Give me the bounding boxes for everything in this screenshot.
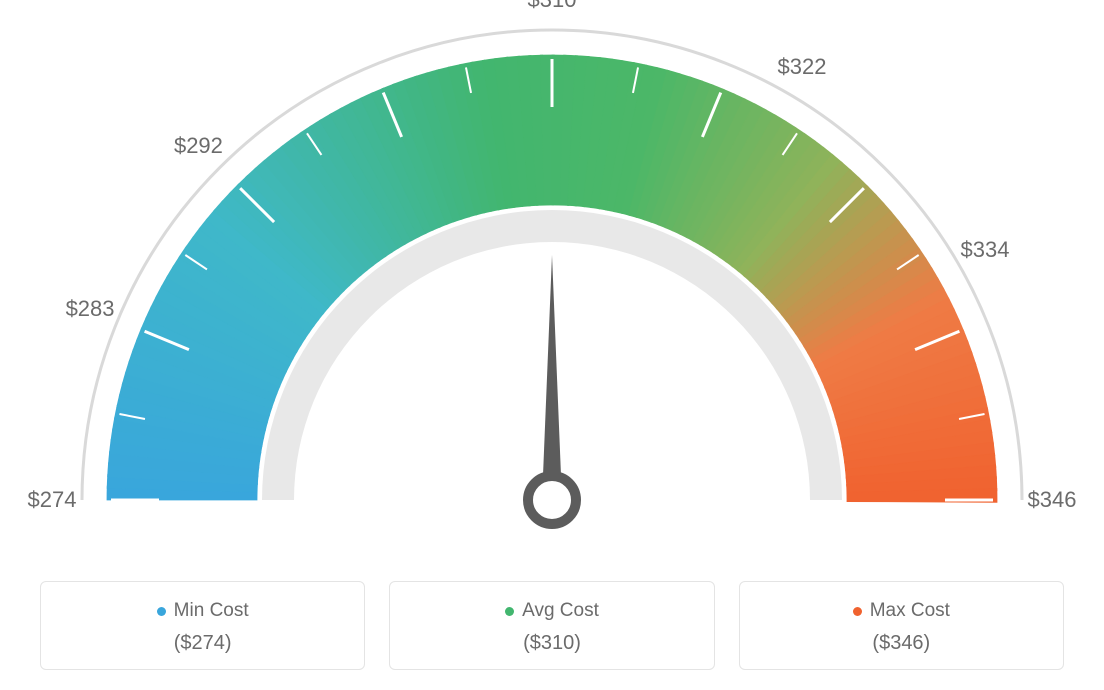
gauge-chart: $274 $283 $292 $310 $322 $334 $346	[0, 0, 1104, 560]
legend-row: Min Cost ($274) Avg Cost ($310) Max Cost…	[40, 581, 1064, 670]
gauge-tick-label: $334	[961, 237, 1010, 263]
gauge-tick-label: $310	[528, 0, 577, 13]
gauge-tick-label: $283	[66, 296, 115, 322]
legend-title-min: Min Cost	[157, 600, 249, 622]
gauge-needle	[542, 255, 562, 500]
legend-label-avg: Avg Cost	[522, 600, 599, 622]
gauge-tick-label: $292	[174, 133, 223, 159]
gauge-tick-label: $274	[28, 487, 77, 513]
legend-dot-min	[157, 607, 166, 616]
legend-label-max: Max Cost	[870, 600, 950, 622]
legend-card-min: Min Cost ($274)	[40, 581, 365, 670]
legend-value-max: ($346)	[752, 632, 1051, 655]
legend-title-avg: Avg Cost	[505, 600, 599, 622]
gauge-tick-label: $322	[778, 54, 827, 80]
gauge-tick-label: $346	[1028, 487, 1077, 513]
gauge-needle-hub	[528, 476, 576, 524]
legend-card-max: Max Cost ($346)	[739, 581, 1064, 670]
legend-dot-max	[853, 607, 862, 616]
legend-card-avg: Avg Cost ($310)	[389, 581, 714, 670]
legend-dot-avg	[505, 607, 514, 616]
legend-value-avg: ($310)	[402, 632, 701, 655]
legend-title-max: Max Cost	[853, 600, 950, 622]
gauge-svg	[0, 0, 1104, 560]
legend-label-min: Min Cost	[174, 600, 249, 622]
legend-value-min: ($274)	[53, 632, 352, 655]
